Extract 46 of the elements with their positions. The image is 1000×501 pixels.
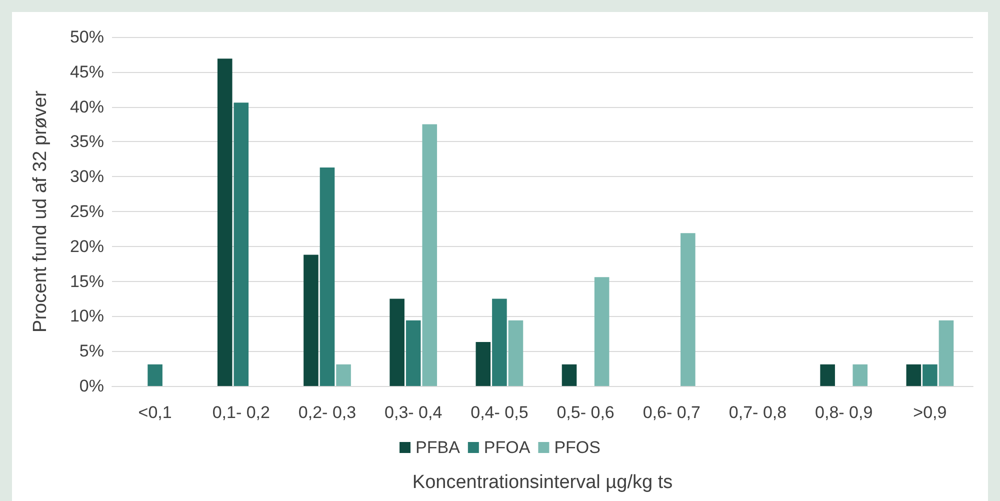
- bar: [906, 364, 922, 386]
- bar: [508, 320, 524, 386]
- bar: [852, 364, 868, 386]
- bar: [922, 364, 938, 386]
- x-tick-label: 0,7- 0,8: [728, 403, 787, 422]
- y-tick-label: 25%: [70, 202, 104, 221]
- bar: [304, 254, 318, 386]
- legend-label: PFOA: [484, 438, 531, 457]
- y-tick-label: 15%: [70, 272, 104, 291]
- y-tick-label: 10%: [70, 306, 104, 326]
- y-tick-label: 0%: [79, 376, 104, 396]
- y-axis-title: Procent fund ud af 32 prøver: [30, 90, 51, 332]
- x-tick-label: 0,5- 0,6: [556, 403, 614, 422]
- bar: [336, 364, 351, 386]
- y-tick-label: 30%: [70, 167, 104, 186]
- bar: [820, 364, 835, 386]
- y-tick-label: 35%: [70, 132, 104, 152]
- bar: [320, 168, 335, 386]
- bar: [422, 124, 438, 386]
- bar: [594, 277, 610, 386]
- bar: [148, 364, 162, 386]
- y-tick-label: 45%: [70, 62, 104, 82]
- x-tick-label: >0,9: [913, 403, 947, 422]
- x-tick-label: 0,4- 0,5: [470, 403, 528, 422]
- bar: [234, 102, 249, 386]
- bar: [390, 298, 404, 386]
- y-tick-label: 50%: [70, 28, 104, 46]
- bar: [492, 298, 507, 386]
- bar: [938, 320, 954, 386]
- x-tick-label: 0,8- 0,9: [815, 403, 873, 422]
- legend-label: PFOS: [554, 438, 600, 457]
- bar: [217, 58, 232, 386]
- bar: [680, 233, 696, 386]
- x-tick-label: 0,2- 0,3: [298, 403, 356, 422]
- bar: [562, 364, 577, 386]
- bar: [476, 342, 491, 386]
- x-tick-label: 0,1- 0,2: [212, 403, 270, 422]
- y-tick-label: 20%: [70, 236, 104, 256]
- x-tick-label: 0,3- 0,4: [384, 403, 442, 422]
- bar: [406, 320, 421, 386]
- x-axis-title: Koncentrationsinterval µg/kg ts: [412, 472, 673, 493]
- x-tick-label: <0,1: [138, 403, 172, 422]
- y-tick-label: 5%: [79, 342, 104, 361]
- y-tick-label: 40%: [70, 97, 104, 116]
- x-tick-label: 0,6- 0,7: [642, 403, 700, 422]
- legend-label: PFBA: [416, 438, 461, 457]
